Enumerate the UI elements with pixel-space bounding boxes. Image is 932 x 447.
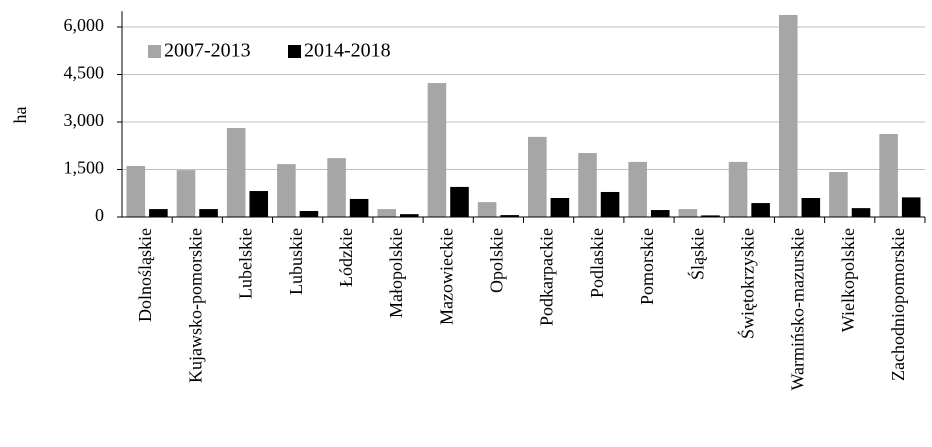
y-tick-label: 6,000 bbox=[64, 15, 105, 35]
x-tick-label: Dolnośląskie bbox=[135, 228, 155, 322]
bar bbox=[578, 153, 597, 217]
bar bbox=[400, 214, 419, 217]
bar bbox=[226, 128, 246, 217]
bar bbox=[728, 161, 748, 217]
bar bbox=[600, 191, 620, 217]
x-tick-label: Świętokrzyskie bbox=[736, 228, 757, 339]
bar bbox=[901, 197, 921, 217]
y-tick-label: 3,000 bbox=[64, 110, 105, 130]
x-tick-label: Łódzkie bbox=[336, 228, 356, 287]
bar bbox=[701, 215, 720, 217]
x-tick-label: Podkarpackie bbox=[537, 228, 557, 326]
bar bbox=[778, 14, 798, 218]
y-tick-label: 1,500 bbox=[64, 158, 105, 178]
bar bbox=[477, 202, 497, 217]
bar bbox=[149, 209, 168, 217]
bar bbox=[628, 161, 647, 217]
bar bbox=[327, 158, 346, 217]
bar bbox=[851, 208, 871, 217]
bar bbox=[528, 136, 547, 217]
bar bbox=[427, 83, 447, 217]
x-tick-label: Warmińsko-mazurskie bbox=[788, 228, 808, 391]
bar bbox=[299, 210, 319, 217]
x-tick-label: Lubelskie bbox=[236, 228, 256, 299]
bar bbox=[500, 215, 519, 217]
x-tick-label: Opolskie bbox=[487, 228, 507, 293]
legend-label: 2014-2018 bbox=[304, 40, 391, 62]
x-tick-label: Pomorskie bbox=[637, 228, 657, 305]
x-tick-label: Kujawsko-pomorskie bbox=[185, 228, 205, 383]
bar bbox=[550, 198, 570, 217]
x-tick-label: Zachodniopomorskie bbox=[888, 228, 908, 381]
bar bbox=[126, 166, 146, 217]
bar bbox=[879, 134, 898, 217]
bar bbox=[176, 170, 196, 217]
bar bbox=[199, 209, 218, 217]
bar bbox=[277, 164, 296, 217]
y-tick-label: 4,500 bbox=[64, 63, 105, 83]
bar bbox=[829, 172, 848, 217]
bar bbox=[678, 209, 698, 217]
x-tick-label: Podlaskie bbox=[587, 228, 607, 298]
y-tick-label: 0 bbox=[95, 205, 104, 225]
x-tick-label: Małopolskie bbox=[386, 228, 406, 318]
legend-label: 2007-2013 bbox=[164, 40, 251, 62]
legend-swatch bbox=[288, 45, 301, 58]
bar bbox=[450, 186, 469, 217]
x-tick-label: Śląskie bbox=[686, 228, 707, 280]
legend-swatch bbox=[148, 45, 161, 58]
bar bbox=[751, 203, 770, 217]
x-tick-label: Mazowieckie bbox=[436, 228, 456, 325]
bar bbox=[650, 210, 670, 217]
bar bbox=[249, 191, 269, 217]
y-axis-label: ha bbox=[10, 107, 30, 124]
bar bbox=[801, 198, 821, 217]
x-tick-label: Lubuskie bbox=[286, 228, 306, 295]
bar bbox=[377, 209, 397, 217]
x-tick-label: Wielkopolskie bbox=[838, 228, 858, 332]
bar bbox=[349, 198, 369, 217]
